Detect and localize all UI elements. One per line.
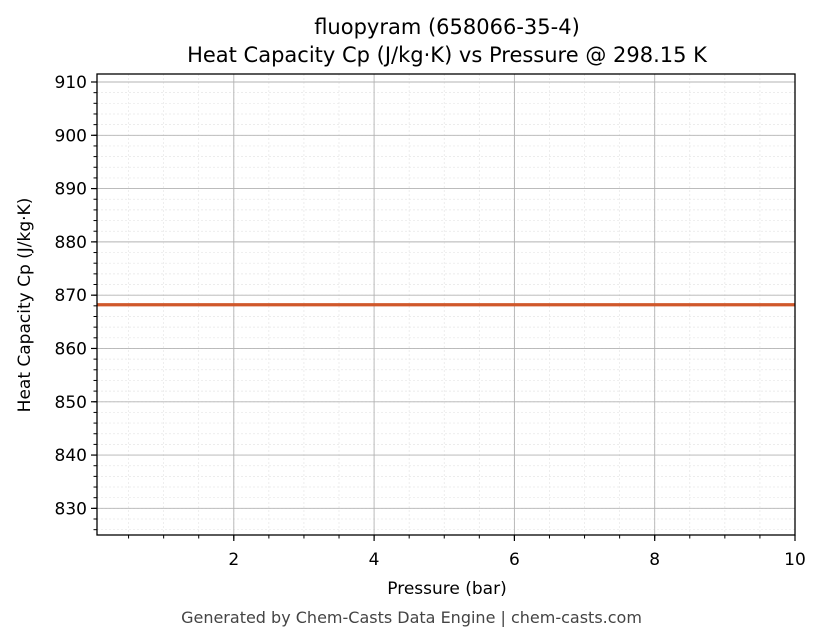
y-tick-label: 830 xyxy=(55,499,87,519)
tick-labels: 2 4 6 8 10 830 840 850 860 870 880 890 900 910 xyxy=(55,73,806,570)
y-tick-label: 880 xyxy=(55,233,87,253)
footer-credit: Generated by Chem-Casts Data Engine | ch… xyxy=(181,608,642,627)
x-tick-label: 2 xyxy=(228,550,239,570)
chart: fluopyram (658066-35-4) Heat Capacity Cp… xyxy=(15,15,806,599)
x-tick-label: 8 xyxy=(649,550,660,570)
chart-title: fluopyram (658066-35-4) xyxy=(314,15,580,39)
x-tick-label: 4 xyxy=(369,550,380,570)
y-tick-label: 910 xyxy=(55,73,87,93)
x-tick-label: 10 xyxy=(784,550,806,570)
y-tick-label: 900 xyxy=(55,126,87,146)
y-tick-label: 870 xyxy=(55,286,87,306)
x-tick-label: 6 xyxy=(509,550,520,570)
y-tick-label: 850 xyxy=(55,393,87,413)
y-axis-label: Heat Capacity Cp (J/kg·K) xyxy=(15,198,35,413)
y-tick-label: 890 xyxy=(55,180,87,200)
chart-subtitle: Heat Capacity Cp (J/kg·K) vs Pressure @ … xyxy=(187,43,708,67)
y-tick-label: 860 xyxy=(55,339,87,359)
axis-ticks xyxy=(91,81,796,541)
plot-frame xyxy=(96,73,796,536)
y-tick-label: 840 xyxy=(55,446,87,466)
x-axis-label: Pressure (bar) xyxy=(387,579,506,599)
